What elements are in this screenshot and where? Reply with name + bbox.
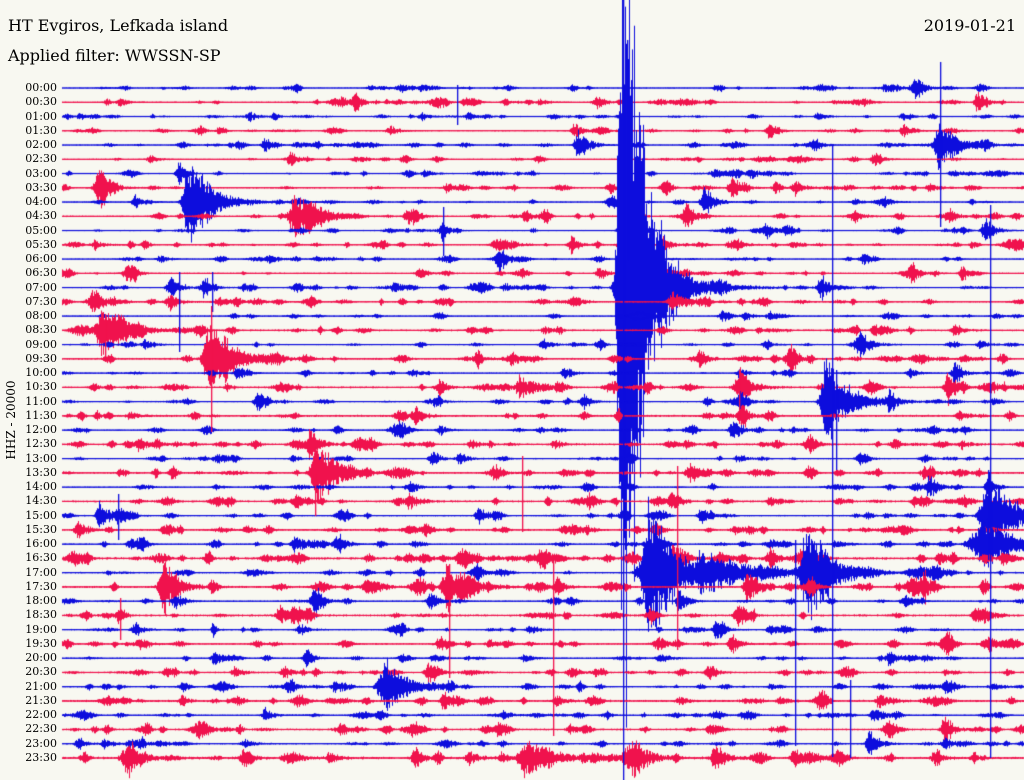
- time-label: 03:30: [25, 180, 57, 194]
- time-label: 13:00: [25, 451, 57, 465]
- time-label: 05:00: [25, 223, 57, 237]
- time-label: 20:00: [25, 651, 57, 665]
- time-label: 10:30: [25, 380, 57, 394]
- time-label: 01:00: [25, 109, 57, 123]
- time-label: 23:00: [25, 736, 57, 750]
- time-label: 11:30: [25, 408, 57, 422]
- time-label: 02:00: [25, 138, 57, 152]
- time-label: 23:30: [25, 750, 57, 764]
- time-label: 21:00: [25, 679, 57, 693]
- time-label: 13:30: [25, 465, 57, 479]
- time-label: 16:30: [25, 551, 57, 565]
- time-label: 00:00: [25, 81, 57, 94]
- time-label: 05:30: [25, 237, 57, 251]
- time-label: 01:30: [25, 123, 57, 137]
- time-label: 15:30: [25, 522, 57, 536]
- time-label: 22:30: [25, 722, 57, 736]
- time-label: 07:00: [25, 280, 57, 294]
- time-label: 00:30: [25, 95, 57, 109]
- time-label: 06:00: [25, 252, 57, 266]
- time-label: 18:30: [25, 608, 57, 622]
- time-label: 19:00: [25, 622, 57, 636]
- time-label: 17:00: [25, 565, 57, 579]
- time-label: 19:30: [25, 636, 57, 650]
- station-title: HT Evgiros, Lefkada island: [8, 16, 229, 35]
- filter-label: Applied filter: WWSSN-SP: [8, 46, 221, 65]
- time-label: 12:30: [25, 437, 57, 451]
- time-label: 06:30: [25, 266, 57, 280]
- time-label: 16:00: [25, 537, 57, 551]
- time-label: 04:30: [25, 209, 57, 223]
- time-label: 11:00: [25, 394, 57, 408]
- time-label: 17:30: [25, 579, 57, 593]
- time-label: 20:30: [25, 665, 57, 679]
- time-label: 09:00: [25, 337, 57, 351]
- time-label: 03:00: [25, 166, 57, 180]
- time-label: 14:00: [25, 480, 57, 494]
- time-label: 07:30: [25, 294, 57, 308]
- time-label: 08:00: [25, 309, 57, 323]
- time-label: 04:00: [25, 195, 57, 209]
- time-label: 12:00: [25, 423, 57, 437]
- time-label: 10:00: [25, 366, 57, 380]
- time-label: 22:00: [25, 708, 57, 722]
- time-label: 21:30: [25, 693, 57, 707]
- time-label: 09:30: [25, 351, 57, 365]
- time-label: 18:00: [25, 594, 57, 608]
- time-label: 14:30: [25, 494, 57, 508]
- time-label: 08:30: [25, 323, 57, 337]
- date-label: 2019-01-21: [923, 16, 1016, 35]
- time-label: 15:00: [25, 508, 57, 522]
- time-label: 02:30: [25, 152, 57, 166]
